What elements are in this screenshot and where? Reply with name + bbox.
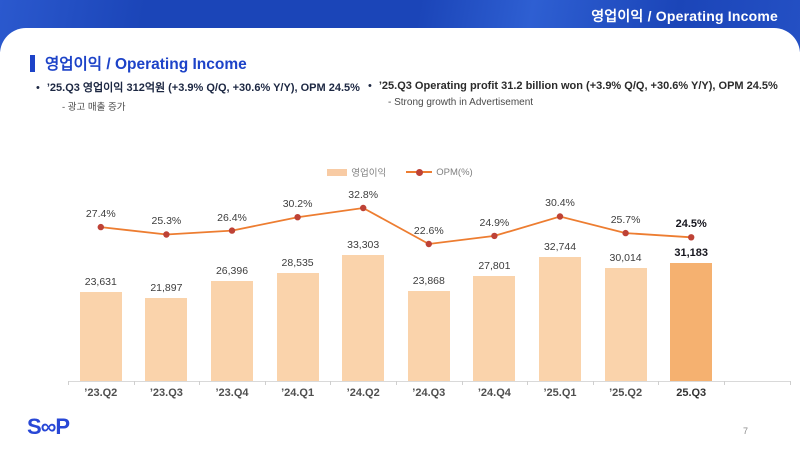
legend-bar-label: 영업이익 xyxy=(351,168,387,179)
x-axis-label: ’25.Q2 xyxy=(609,387,643,399)
opm-value-label: 30.4% xyxy=(545,197,575,210)
x-axis-line xyxy=(68,381,790,382)
x-axis-label: ’24.Q4 xyxy=(477,387,511,399)
bullet-block-english: • ’25.Q3 Operating profit 31.2 billion w… xyxy=(368,79,788,108)
title-accent-bar xyxy=(30,54,35,72)
bullet-english: • ’25.Q3 Operating profit 31.2 billion w… xyxy=(368,79,788,93)
opm-point xyxy=(228,227,236,234)
bar-value-label: 30,014 xyxy=(609,252,642,264)
x-axis-tick xyxy=(396,381,397,385)
bar xyxy=(473,276,516,381)
opm-point xyxy=(294,214,301,221)
x-axis-label: ’25.Q1 xyxy=(543,387,577,399)
bullet-marker: • xyxy=(36,82,40,94)
bar-value-label: 28,535 xyxy=(281,257,314,269)
bullet-block-korean: • ’25.Q3 영업이익 312억원 (+3.9% Q/Q, +30.6% Y… xyxy=(36,81,366,113)
opm-point xyxy=(97,223,105,231)
bar-value-label: 33,303 xyxy=(347,239,380,251)
x-axis-tick xyxy=(527,381,529,385)
bullet-korean-text: ’25.Q3 영업이익 312억원 (+3.9% Q/Q, +30.6% Y/Y… xyxy=(46,82,360,94)
bar xyxy=(276,273,319,381)
opm-value-label: 32.8% xyxy=(348,188,379,201)
legend-line-label: OPM(%) xyxy=(436,166,473,178)
x-axis-tick xyxy=(789,381,791,385)
x-axis-tick xyxy=(724,381,725,385)
bar xyxy=(342,255,385,381)
x-axis-label: ’23.Q3 xyxy=(149,387,183,399)
opm-value-label: 26.4% xyxy=(217,211,247,224)
legend-bar-swatch-icon xyxy=(327,168,348,176)
x-axis-label: ’23.Q2 xyxy=(84,387,118,399)
opm-value-label: 30.2% xyxy=(282,198,313,211)
legend-line-dot-icon xyxy=(416,168,424,176)
opm-point xyxy=(556,213,564,220)
opm-value-label: 27.4% xyxy=(85,208,116,221)
bullet-korean: • ’25.Q3 영업이익 312억원 (+3.9% Q/Q, +30.6% Y… xyxy=(36,81,366,95)
bar xyxy=(604,268,647,381)
opm-value-label: 25.7% xyxy=(610,214,641,227)
x-axis-tick xyxy=(133,381,135,385)
opm-point xyxy=(425,240,432,248)
x-axis-label: ’24.Q2 xyxy=(346,387,380,399)
legend-item-line: OPM(%) xyxy=(406,166,473,178)
bullet-english-sub: - Strong growth in Advertisement xyxy=(388,97,534,108)
bar-value-label: 31,183 xyxy=(674,247,709,259)
soop-logo: S∞P xyxy=(27,414,70,439)
bullet-english-text: ’25.Q3 Operating profit 31.2 billion won… xyxy=(378,80,778,92)
bar xyxy=(79,292,122,381)
legend-item-bar: 영업이익 xyxy=(327,165,386,179)
bar-value-label: 26,396 xyxy=(215,265,249,277)
opm-point xyxy=(688,234,695,241)
x-axis-label: ’24.Q1 xyxy=(281,387,315,399)
opm-point xyxy=(491,232,498,240)
bar-value-label: 23,868 xyxy=(412,275,445,287)
bar-value-label: 27,801 xyxy=(478,260,511,272)
bullet-korean-sub: - 광고 매출 증가 xyxy=(62,102,126,113)
x-axis-tick xyxy=(330,381,332,385)
chart-legend: 영업이익 OPM(%) xyxy=(0,165,800,179)
x-axis-tick xyxy=(68,381,69,385)
page-title: 영업이익 / Operating Income xyxy=(45,56,247,73)
bar-value-label: 23,631 xyxy=(84,276,117,288)
opm-point xyxy=(622,229,629,237)
legend-line-swatch-icon xyxy=(406,168,433,176)
opm-value-label: 24.5% xyxy=(675,218,707,231)
x-axis-tick xyxy=(264,381,266,385)
opm-value-label: 25.3% xyxy=(151,215,182,228)
bar xyxy=(211,281,253,381)
opm-point xyxy=(360,204,367,212)
x-axis-tick xyxy=(461,381,463,385)
x-axis-label: ’23.Q4 xyxy=(215,387,249,399)
page-number: 7 xyxy=(742,426,748,436)
x-axis-label: ’24.Q3 xyxy=(412,387,446,399)
x-axis-label: 25.Q3 xyxy=(676,387,707,399)
opm-point xyxy=(163,231,170,238)
bar xyxy=(539,257,581,381)
bar xyxy=(145,298,188,381)
header-title: 영업이익 / Operating Income xyxy=(591,8,778,24)
bullet-marker: • xyxy=(368,80,372,92)
opm-value-label: 22.6% xyxy=(413,225,444,237)
x-axis-tick xyxy=(592,381,594,385)
x-axis-tick xyxy=(658,381,660,385)
opm-value-label: 24.9% xyxy=(479,216,510,229)
bar-value-label: 21,897 xyxy=(150,282,183,294)
title-row: 영업이익 / Operating Income xyxy=(30,52,247,74)
bar xyxy=(670,263,713,381)
x-axis-tick xyxy=(199,381,201,385)
bar xyxy=(407,291,450,381)
